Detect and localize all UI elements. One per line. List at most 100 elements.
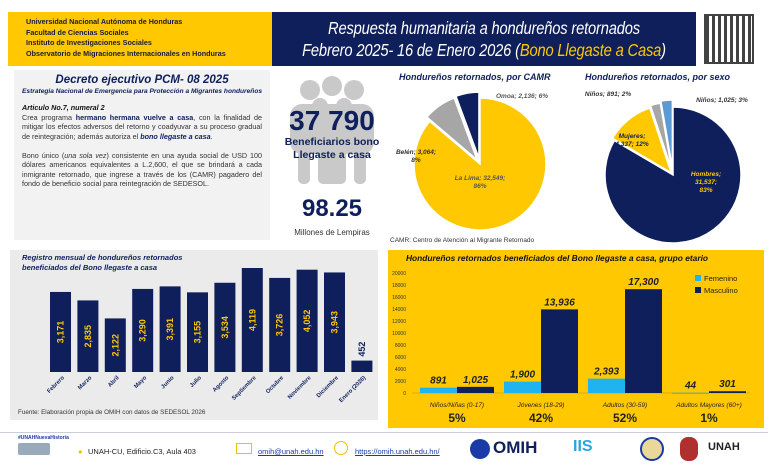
month-bar [214,282,236,372]
unah-logo: UNAH [708,441,740,453]
month-bar-label: 452 [357,342,367,357]
decree-title: Decreto ejecutivo PCM- 08 2025 [55,74,229,86]
qr-code-icon[interactable] [704,14,754,64]
month-bar-label: 3,943 [330,311,340,334]
month-axis-label: Octubre [265,375,286,396]
age-percentage: 5% [448,411,466,425]
pie-slice-hombres [604,106,742,244]
age-bar-label: 17,300 [628,277,659,288]
legend-swatch [695,287,701,293]
text: Crea programa [22,112,76,122]
age-category-label: Jóvenes (18-29) [517,402,565,409]
website-link[interactable]: https://omih.unah.edu.hn/ [355,447,440,456]
institutions-block: Universidad Nacional Autónoma de Hondura… [8,12,272,66]
page-title: Respuesta humanitaria a hondureños retor… [272,12,696,66]
age-bar-masculino [457,386,494,393]
age-category-label: Adultos Mayores (60+) [675,402,742,409]
month-axis-label: Noviembre [287,375,313,401]
text: ) consistente en una ayuda social de USD… [22,150,262,189]
monthly-bar-chart: 3,171 Febrero 2,835 Marzo 2,122 Abril 3,290 May… [46,268,373,404]
age-bar-label: 301 [719,379,736,390]
pie-slice-belén [425,97,479,163]
title-line-2: Febrero 2025- 16 de Enero 2026 (Bono Lle… [282,39,685,61]
text: , con la finalidad de mitigar los efecto… [22,112,263,141]
age-chart-title: Hondureños retornados beneficiados del B… [406,253,709,263]
age-bar-masculino [625,289,662,393]
y-tick-label: 8000 [395,343,406,349]
age-bar-label: 1,900 [510,370,535,381]
footer: #UNAHNuevaHistoria ● UNAH-CU, Edificio.C… [0,432,768,472]
institution-name: Facultad de Ciencias Sociales [26,27,129,37]
address: UNAH-CU, Edificio.C3, Aula 403 [88,447,196,456]
month-bar-label: 4,119 [247,309,257,331]
month-bar-label: 3,290 [138,319,148,342]
camr-pie-title: Hondureños retornados, por CAMR [399,72,551,82]
text: . [210,131,213,141]
month-axis-label: Junio [160,375,175,390]
month-bar [241,268,263,372]
age-percentage: 42% [529,411,553,425]
decree-subtitle: Estrategia Nacional de Emergencia para P… [22,87,263,95]
age-percentage: 1% [700,411,718,425]
email-link[interactable]: omih@unah.edu.hn [258,447,324,456]
institution-name: Observatorio de Migraciones Internaciona… [26,48,226,58]
age-bar-femenino [672,392,709,394]
source-note: Fuente: Elaboración propia de OMIH con d… [18,409,206,416]
monthly-chart-title: Registro mensual de hondureños retornado… [22,253,183,272]
pie-label: Niños; 1,025; 3% [696,97,748,104]
y-tick-label: 6000 [395,355,406,361]
monthly-chart-panel: Registro mensual de hondureños retornado… [10,250,378,420]
month-bar-label: 3,391 [165,318,175,341]
y-tick-label: 12000 [392,319,406,325]
month-bar-label: 2,122 [110,334,120,357]
month-bar [104,318,126,372]
age-bar-label: 2,393 [593,367,619,378]
people-group-icon [290,76,374,184]
email-icon [236,443,252,454]
legend-label: Masculino [704,286,738,295]
month-bar [50,291,71,372]
camr-note: CAMR: Centro de Atención al Migrante Ret… [390,237,535,244]
month-bar [132,288,154,372]
pie-slice-niños [660,99,674,169]
institution-name: Instituto de Investigaciones Sociales [26,38,152,48]
decree-article: Articulo No.7, numeral 2 [22,103,105,113]
pie-label: Niños; 891; 2% [585,91,631,98]
hashtag: #UNAHNuevaHistoria [18,435,69,441]
month-axis-label: Septiembre [231,375,258,402]
month-axis-label: Julio [189,375,203,389]
omih-globe-icon [470,439,490,459]
legend-label: Femenino [704,274,737,283]
pie-slice-la lima [413,97,547,231]
month-bar [296,269,318,372]
age-bar-label: 891 [430,376,447,387]
month-bar [269,277,291,372]
program-name: hermano hermana vuelve a casa [75,112,194,122]
pie-slice-omoa [455,91,480,159]
text: Bono único ( [22,150,65,160]
stats-panel: 37 790 Beneficiarios bono Llegaste a cas… [272,76,392,246]
omih-logo: OMIH [493,438,538,457]
pie-label: Omoa; 2,136; 6% [496,93,548,100]
age-bar-femenino [588,378,625,393]
y-tick-label: 20000 [392,271,406,277]
month-axis-label: Enero (2026) [338,375,367,404]
age-bar-masculino [541,309,578,393]
month-axis-label: Agosto [212,375,231,394]
pie-slice-niños [649,102,673,171]
title-line-1: Respuesta humanitaria a hondureños retor… [328,18,640,38]
age-chart-panel: Hondureños retornados beneficiados del B… [388,250,764,428]
decree-panel: Decreto ejecutivo PCM- 08 2025 Estrategi… [14,70,270,240]
pie-slice-mujeres [611,107,673,175]
y-tick-label: 18000 [392,283,406,289]
pie-label: La Lima; 32,549; 86% [455,175,506,190]
age-bar-label: 13,936 [544,297,575,308]
pie-label: Mujeres; 4,337; 12% [614,133,648,148]
y-tick-label: 14000 [392,307,406,313]
camr-pie-chart: La Lima; 32,549; 86% Belén; 3,064; 8% Omoa; … [396,91,548,231]
month-axis-label: Abril [107,375,121,389]
beneficiaries-label: Beneficiarios bono Llegaste a casa [284,136,380,161]
month-bar-label: 4,052 [302,310,312,333]
legend-swatch [695,275,701,281]
y-tick-label: 16000 [392,295,406,301]
